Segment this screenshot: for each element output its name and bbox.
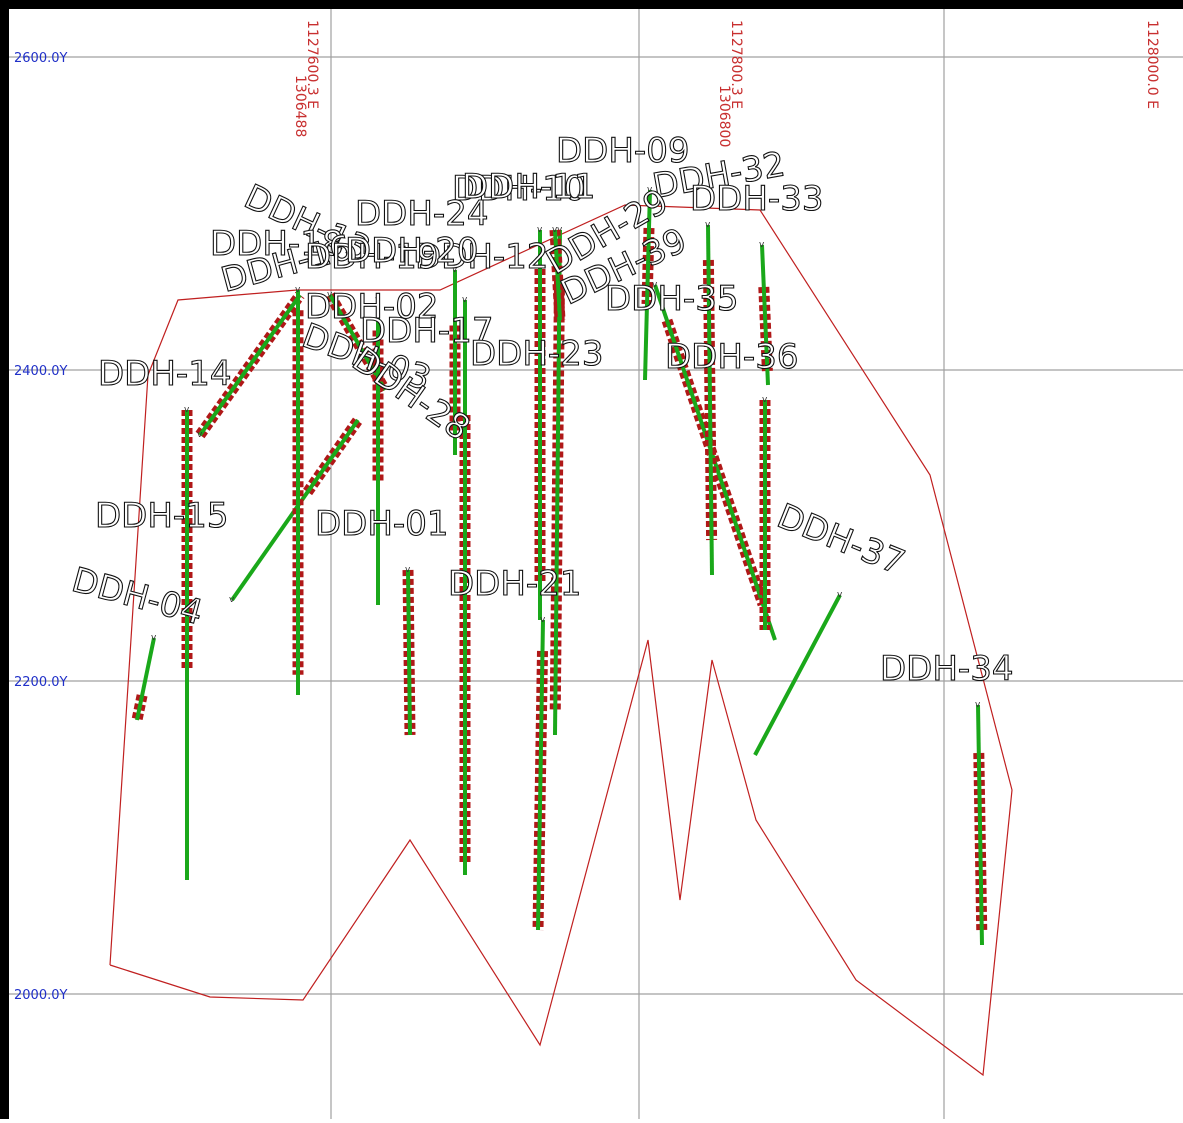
drillhole-trace — [760, 244, 770, 386]
x-label-1127800: 1127800.3 E — [728, 20, 744, 109]
grid — [9, 9, 1183, 1119]
drillhole-trace — [135, 637, 156, 721]
collar-marker: v — [705, 220, 711, 230]
hole-labels: DDH-09 DDH-10 DDH-11 DDH-32 DDH-33 DDH-2… — [67, 130, 1014, 689]
y-label-2400: 2400.0Y — [14, 364, 67, 379]
x-label-overlap-2: 1306800 — [716, 85, 732, 147]
y-axis-labels: 2600.0Y 2400.0Y 2200.0Y 2000.0Y — [14, 51, 67, 1003]
collar-marker: v — [552, 225, 558, 235]
label-ddh-02: DDH-02 — [305, 287, 438, 327]
label-ddh-14: DDH-14 — [98, 354, 231, 394]
drillhole-trace — [328, 293, 387, 392]
collar-marker: v — [537, 225, 543, 235]
window-top-edge — [0, 0, 1183, 9]
y-label-2600: 2600.0Y — [14, 51, 67, 66]
collar-marker: v — [229, 595, 235, 605]
label-ddh-21: DDH-21 — [448, 564, 581, 604]
label-ddh-35: DDH-35 — [605, 279, 738, 319]
drillhole-trace — [406, 569, 412, 736]
label-ddh-10: DDH-10 — [452, 169, 585, 209]
collar-marker: v — [375, 295, 381, 305]
label-ddh-01: DDH-01 — [315, 504, 448, 544]
label-ddh-24: DDH-24 — [355, 194, 488, 234]
label-ddh-18: DDH-18 — [210, 224, 343, 264]
drillhole-trace — [553, 229, 562, 321]
label-ddh-12: DDH-12 — [415, 237, 548, 277]
collar-marker: v — [452, 265, 458, 275]
label-ddh-36: DDH-36 — [665, 337, 798, 377]
drillhole-trace — [198, 293, 302, 437]
collar-marker: v — [540, 615, 546, 625]
label-ddh-19: DDH-19 — [305, 237, 438, 277]
drillhole-trace — [706, 224, 714, 576]
x-axis-labels: 1127600.3 E 1306488 1127800.3 E 1306800 … — [292, 20, 1160, 147]
collar-marker: v — [975, 700, 981, 710]
collar-marker: v — [151, 633, 157, 643]
label-ddh-34: DDH-34 — [880, 649, 1013, 689]
label-ddh-09: DDH-09 — [556, 131, 689, 171]
label-ddh-23: DDH-23 — [470, 334, 603, 374]
label-ddh-37: DDH-37 — [772, 496, 911, 583]
x-label-1127600: 1127600.3 E — [304, 20, 320, 109]
collar-marker: v — [295, 285, 301, 295]
x-label-overlap-1: 1306488 — [292, 75, 308, 137]
window-left-edge — [0, 0, 9, 1119]
collar-marker: v — [647, 185, 653, 195]
collar-marker: v — [762, 395, 768, 405]
drillhole-trace — [536, 619, 545, 931]
collar-marker: v — [652, 280, 658, 290]
label-ddh-11: DDH-11 — [462, 167, 595, 207]
collar-marker: v — [327, 290, 333, 300]
drillhole-trace — [753, 594, 842, 756]
collar-marker: v — [837, 590, 843, 600]
label-ddh-17: DDH-17 — [360, 311, 493, 351]
collar-marker: v — [197, 430, 203, 440]
drillhole-trace — [976, 704, 984, 946]
orebody-outline — [109, 204, 1013, 1077]
x-label-1128000: 1128000.0 E — [1144, 20, 1160, 109]
drillhole-trace — [643, 189, 652, 381]
drillhole-traces: vvvvvvvvvvvvvvvvvvvvv — [131, 185, 988, 946]
label-ddh-33: DDH-33 — [690, 179, 823, 219]
collar-marker: v — [462, 295, 468, 305]
label-ddh-15: DDH-15 — [95, 496, 228, 536]
collar-marker: v — [184, 405, 190, 415]
y-label-2000: 2000.0Y — [14, 988, 67, 1003]
label-ddh-20: DDH-20 — [345, 231, 478, 271]
collar-marker: v — [405, 565, 411, 575]
y-label-2200: 2200.0Y — [14, 675, 67, 690]
collar-marker: v — [759, 240, 765, 250]
